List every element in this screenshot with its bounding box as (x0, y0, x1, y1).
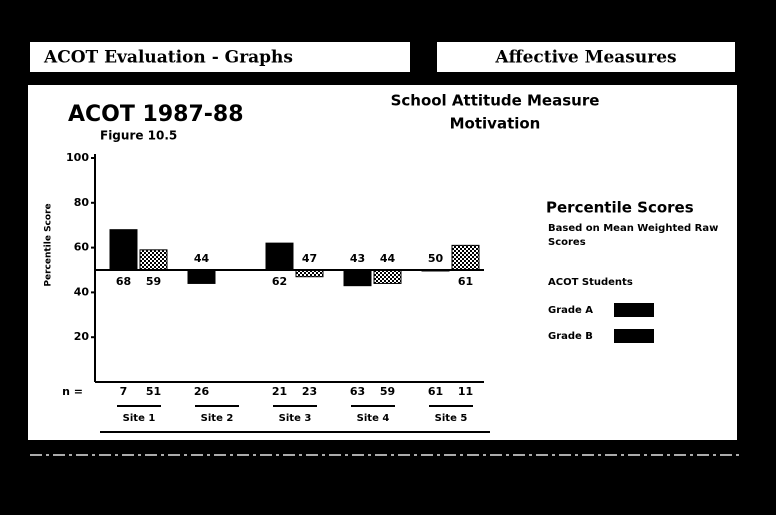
y-tick-label: 60 (74, 241, 90, 254)
legend-swatch (614, 303, 654, 317)
y-tick-label: 40 (74, 285, 90, 298)
legend-group: ACOT Students (548, 277, 633, 288)
y-tick-label: 80 (74, 196, 90, 209)
legend-swatch (614, 329, 654, 343)
n-value: 26 (194, 385, 210, 398)
value-label: 61 (458, 275, 473, 288)
value-label: 62 (272, 275, 287, 288)
x-tick-label: Site 2 (201, 413, 234, 424)
bar (265, 242, 294, 271)
legend-note-box: Based on Mean Weighted Raw Scores (548, 223, 719, 248)
bar (343, 269, 372, 287)
x-tick-label: Site 3 (279, 413, 312, 424)
x-tick-label: Site 4 (357, 413, 390, 424)
header-box (437, 42, 735, 72)
n-value: 21 (272, 385, 287, 398)
n-value: 59 (380, 385, 395, 398)
legend-title: Percentile Scores (546, 199, 694, 217)
value-label: 43 (350, 252, 365, 265)
bar (373, 269, 402, 284)
n-label: n = (62, 385, 83, 398)
chart-title: School Attitude Measure (391, 92, 600, 110)
value-label: 50 (428, 252, 444, 265)
bar (109, 229, 138, 271)
legend-label: Grade B (548, 331, 593, 342)
n-value: 51 (146, 385, 161, 398)
n-value: 63 (350, 385, 365, 398)
n-value: 23 (302, 385, 317, 398)
value-label: 44 (380, 252, 396, 265)
y-tick-label: 100 (66, 151, 89, 164)
n-value: 61 (428, 385, 443, 398)
bar (139, 249, 168, 271)
value-label: 59 (146, 275, 161, 288)
header-right: Affective Measures (494, 48, 676, 68)
n-value: 11 (458, 385, 473, 398)
legend-note: Based on Mean Weighted Raw Scores (548, 223, 719, 248)
legend-label: Grade A (548, 305, 593, 316)
bar (295, 269, 324, 278)
heading: ACOT 1987-88 (68, 102, 244, 127)
value-label: 44 (194, 252, 210, 265)
figure-number: Figure 10.5 (100, 129, 177, 143)
chart-subtitle: Motivation (450, 115, 541, 133)
n-value: 7 (120, 385, 128, 398)
x-tick-label: Site 5 (435, 413, 468, 424)
value-label: 68 (116, 275, 131, 288)
y-tick-label: 20 (74, 330, 90, 343)
bar (187, 269, 216, 284)
bar (451, 244, 480, 271)
x-tick-label: Site 1 (123, 413, 156, 424)
header-box (30, 42, 410, 72)
y-axis-label: Percentile Score (44, 203, 54, 286)
header-left: ACOT Evaluation - Graphs (43, 48, 293, 68)
value-label: 47 (302, 252, 317, 265)
